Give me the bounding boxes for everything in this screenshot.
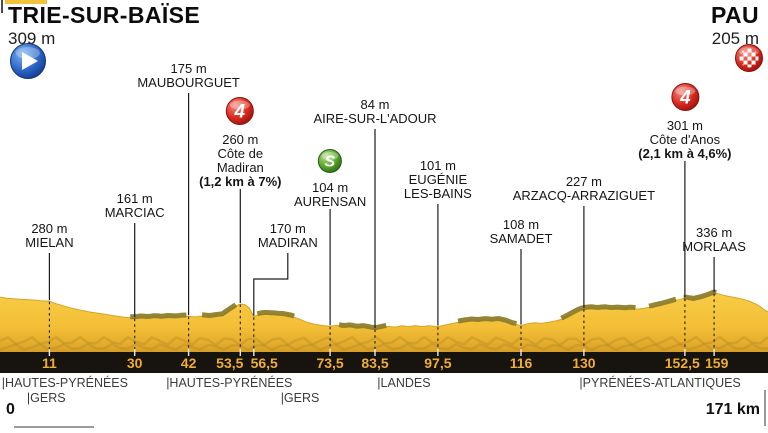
milestone-elevation: 104 m bbox=[312, 180, 349, 195]
department-label: |HAUTES-PYRÉNÉES bbox=[166, 376, 293, 390]
milestone-maubourguet: 175 m MAUBOURGUET bbox=[137, 62, 240, 90]
frame-fragment-top bbox=[5, 0, 47, 4]
milestone-elevation: 101 m bbox=[419, 158, 456, 173]
milestone-elevation: 227 m bbox=[565, 174, 602, 189]
start-city-name: TRIE-SUR-BAÏSE bbox=[8, 2, 201, 28]
department-label: |HAUTES-PYRÉNÉES bbox=[1, 376, 128, 390]
milestone-elevation: 84 m bbox=[360, 97, 390, 112]
frame-fragment-bottom-left bbox=[14, 426, 94, 428]
milestone-elevation: 161 m bbox=[116, 191, 153, 206]
climb-detail: (1,2 km à 7%) bbox=[199, 174, 282, 189]
finish-city-name: PAU bbox=[710, 2, 759, 28]
milestone-eug-nie-les-bains: 101 m EUGÉNIE LES-BAINS bbox=[404, 159, 472, 201]
department-label: |PYRÉNÉES-ATLANTIQUES bbox=[579, 376, 741, 390]
category-4-climb-icon: 4 bbox=[199, 96, 281, 129]
svg-text:4: 4 bbox=[234, 102, 246, 123]
department-label: |GERS bbox=[280, 391, 320, 405]
milestone-c-te-de-madiran: 4 260 m Côte de Madiran (1,2 km à 7%) bbox=[199, 96, 281, 189]
milestone-name: Côte d'Anos bbox=[649, 132, 721, 147]
milestone-elevation: 175 m bbox=[170, 61, 207, 76]
milestone-elevation: 280 m bbox=[31, 221, 68, 236]
milestone-name: Côte de bbox=[217, 146, 264, 161]
milestone-morlaas: 336 m MORLAAS bbox=[682, 226, 746, 254]
frame-fragment-left bbox=[1, 0, 3, 13]
milestone-name: ARZACQ-ARRAZIGUET bbox=[512, 188, 656, 203]
milestone-arzacq-arraziguet: 227 m ARZACQ-ARRAZIGUET bbox=[513, 175, 655, 203]
milestone-name: MARCIAC bbox=[104, 205, 165, 220]
start-elevation: 309 m bbox=[8, 29, 56, 48]
start-city-block: TRIE-SUR-BAÏSE 309 m bbox=[8, 2, 201, 49]
milestone-name: MORLAAS bbox=[682, 239, 746, 254]
svg-text:S: S bbox=[325, 154, 336, 171]
milestone-c-te-d-anos: 4 301 m Côte d'Anos (2,1 km à 4,6%) bbox=[638, 82, 732, 161]
finish-elevation: 205 m bbox=[711, 29, 759, 48]
milestone-marciac: 161 m MARCIAC bbox=[105, 192, 165, 220]
milestone-elevation: 260 m bbox=[222, 132, 259, 147]
milestone-elevation: 301 m bbox=[666, 118, 703, 133]
km-tick-label: 73,5 bbox=[316, 355, 344, 371]
milestone-name: MADIRAN bbox=[257, 235, 318, 250]
frame-fragment-bottom-right bbox=[764, 390, 766, 426]
department-label: |GERS bbox=[26, 391, 66, 405]
km-tick-label: 152,5 bbox=[664, 355, 700, 371]
milestone-name: MAUBOURGUET bbox=[137, 75, 240, 90]
milestone-name: Madiran bbox=[216, 160, 264, 175]
milestone-name: LES-BAINS bbox=[403, 186, 472, 201]
milestone-elevation: 336 m bbox=[696, 225, 733, 240]
stage-start-play-icon bbox=[9, 42, 47, 85]
milestone-name: MIELAN bbox=[25, 235, 74, 250]
category-4-climb-icon: 4 bbox=[638, 82, 731, 115]
km-tick-label: 30 bbox=[126, 355, 143, 371]
km-zero-label: 0 bbox=[6, 401, 15, 418]
milestone-aurensan: S 104 m AURENSAN bbox=[294, 148, 366, 209]
km-tick-label: 97,5 bbox=[424, 355, 452, 371]
milestone-elevation: 170 m bbox=[269, 221, 306, 236]
svg-text:4: 4 bbox=[679, 88, 691, 109]
km-tick-label: 11 bbox=[41, 355, 57, 371]
milestone-name: AIRE-SUR-L'ADOUR bbox=[313, 111, 437, 126]
total-distance-label: 171 km bbox=[705, 401, 760, 418]
milestone-madiran: 170 m MADIRAN bbox=[258, 222, 318, 250]
km-tick-label: 42 bbox=[180, 355, 197, 371]
milestone-aire-sur-l-adour: 84 m AIRE-SUR-L'ADOUR bbox=[313, 98, 436, 126]
milestone-name: SAMADET bbox=[489, 231, 553, 246]
department-label: |LANDES bbox=[377, 376, 431, 390]
km-tick-label: 56,5 bbox=[250, 355, 278, 371]
km-tick-label: 53,5 bbox=[216, 355, 244, 371]
climb-detail: (2,1 km à 4,6%) bbox=[638, 146, 732, 161]
km-tick-label: 159 bbox=[705, 355, 729, 371]
finish-city-block: PAU 205 m bbox=[710, 2, 759, 49]
km-tick-label: 116 bbox=[509, 355, 533, 371]
sprint-icon: S bbox=[294, 148, 366, 177]
milestone-samadet: 108 m SAMADET bbox=[490, 218, 553, 246]
milestone-elevation: 108 m bbox=[502, 217, 540, 232]
km-tick-label: 83,5 bbox=[361, 355, 389, 371]
km-tick-label: 130 bbox=[572, 355, 596, 371]
milestone-mielan: 280 m MIELAN bbox=[25, 222, 73, 250]
milestone-name: EUGÉNIE bbox=[408, 172, 468, 187]
stage-finish-checkered-icon bbox=[734, 43, 764, 78]
milestone-name: AURENSAN bbox=[293, 194, 367, 209]
